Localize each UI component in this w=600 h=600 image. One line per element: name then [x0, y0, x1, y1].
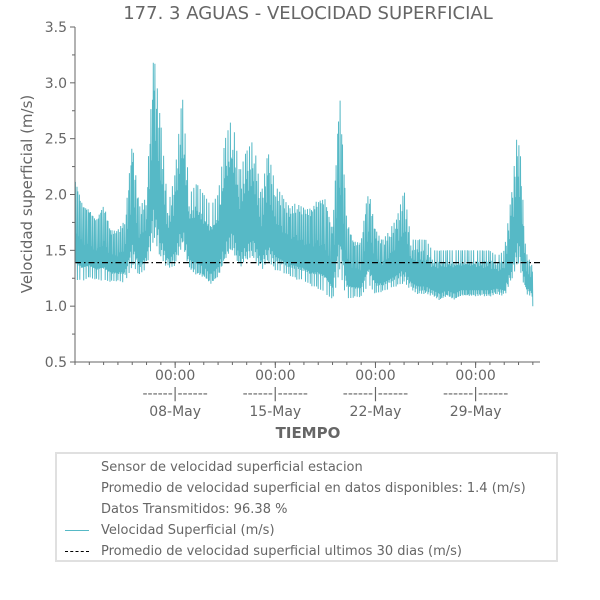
legend-label-velocity: Velocidad Superficial (m/s): [101, 523, 275, 538]
legend-text-transmitted: Datos Transmitidos: 96.38 %: [101, 502, 288, 517]
x-tick-label: 00:00: [155, 368, 195, 384]
x-tick-label: 29-May: [450, 404, 502, 420]
x-axis-label: TIEMPO: [276, 424, 341, 442]
series-line-velocity: [74, 62, 534, 307]
legend-text-sensor: Sensor de velocidad superficial estacion: [101, 460, 363, 475]
legend-text-average: Promedio de velocidad superficial en dat…: [101, 481, 526, 496]
legend-row-sensor: Sensor de velocidad superficial estacion: [57, 458, 556, 478]
y-tick-label: 1.0: [45, 299, 67, 315]
legend-swatch-30day-average: [65, 551, 89, 552]
legend-item-30day-average[interactable]: Promedio de velocidad superficial ultimo…: [57, 542, 556, 562]
x-tick-label: ------|------: [343, 386, 408, 402]
y-tick-label: 1.5: [45, 243, 67, 259]
x-tick-label: ------|------: [243, 386, 308, 402]
x-tick-label: 08-May: [149, 404, 201, 420]
axes-layer: 0.5 1.0 1.5 2.0 2.5 3.0 3.5 00:00 ------|------ 0…: [45, 20, 540, 420]
legend-label-30day-average: Promedio de velocidad superficial ultimo…: [101, 544, 462, 559]
x-tick-label: 00:00: [455, 368, 495, 384]
x-tick-label: 00:00: [255, 368, 295, 384]
y-tick-label: 3.5: [45, 20, 67, 36]
y-tick-label: 0.5: [45, 355, 67, 371]
x-tick-label: 00:00: [355, 368, 395, 384]
legend-row-average: Promedio de velocidad superficial en dat…: [57, 479, 556, 499]
y-tick-label: 2.0: [45, 188, 67, 204]
chart-title: 177. 3 AGUAS - VELOCIDAD SUPERFICIAL: [123, 3, 493, 24]
y-tick-label: 2.5: [45, 132, 67, 148]
legend-swatch-velocity: [65, 530, 89, 531]
y-tick-label: 3.0: [45, 76, 67, 92]
x-tick-label: 22-May: [350, 404, 402, 420]
y-axis-label: Velocidad superficial (m/s): [18, 95, 36, 294]
legend-item-velocity[interactable]: Velocidad Superficial (m/s): [57, 521, 556, 541]
chart-canvas: 177. 3 AGUAS - VELOCIDAD SUPERFICIAL Vel…: [18, 3, 540, 442]
x-tick-label: 15-May: [249, 404, 301, 420]
series-layer: [74, 62, 540, 307]
legend: Sensor de velocidad superficial estacion…: [55, 452, 558, 562]
x-tick-label: ------|------: [443, 386, 508, 402]
x-tick-label: ------|------: [142, 386, 207, 402]
legend-row-transmitted: Datos Transmitidos: 96.38 %: [57, 500, 556, 520]
